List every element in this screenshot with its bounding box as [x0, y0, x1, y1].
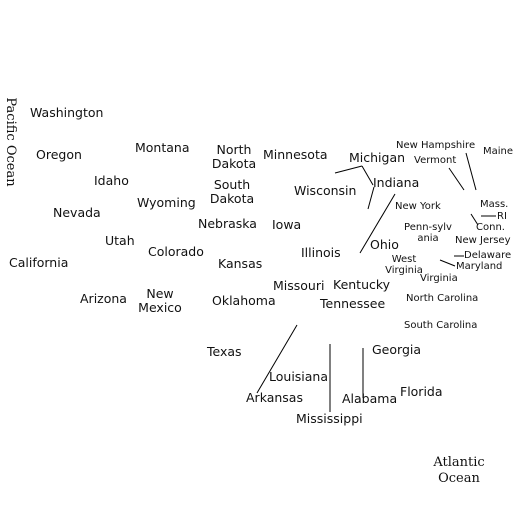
arkansas-leader-line: [256, 324, 298, 394]
oregon-label: Oregon: [36, 147, 82, 162]
new-jersey-label: New Jersey: [455, 235, 511, 246]
delaware-label: Delaware: [464, 250, 512, 261]
rhode-island-label: RI: [497, 211, 507, 222]
colorado-label: Colorado: [148, 244, 204, 259]
minnesota-label: Minnesota: [263, 147, 328, 162]
wisconsin-label: Wisconsin: [294, 183, 357, 198]
indiana-leader-line: [367, 186, 375, 210]
missouri-label: Missouri: [273, 278, 325, 293]
tennessee-label: Tennessee: [320, 296, 386, 311]
new-hampshire-leader-line: [465, 152, 477, 191]
michigan-leader-line: [361, 165, 374, 186]
pacific-ocean-label: Pacific Ocean: [3, 97, 18, 187]
new-hampshire-label: New Hampshire: [396, 140, 476, 151]
louisiana-label: Louisiana: [269, 369, 329, 384]
nebraska-label: Nebraska: [198, 216, 257, 231]
massachusetts-label: Mass.: [480, 199, 509, 210]
arizona-label: Arizona: [80, 291, 127, 306]
indiana-label: Indiana: [373, 175, 420, 190]
connecticut-label: Conn.: [476, 222, 505, 233]
texas-label: Texas: [207, 344, 242, 359]
maine-label: Maine: [483, 146, 514, 157]
vermont-leader-line: [448, 167, 465, 191]
south-dakota-label: South Dakota: [209, 177, 255, 206]
maryland-leader-line: [439, 259, 456, 267]
pennsylvania-label: Penn-sylvania: [404, 222, 452, 244]
montana-label: Montana: [135, 140, 190, 155]
michigan-leader-line: [334, 165, 363, 174]
idaho-label: Idaho: [94, 173, 129, 188]
wyoming-label: Wyoming: [137, 195, 196, 210]
iowa-label: Iowa: [272, 217, 302, 232]
kansas-label: Kansas: [218, 256, 263, 271]
west-virginia-label: West Virginia: [385, 254, 423, 276]
virginia-label: Virginia: [420, 273, 458, 284]
connecticut-leader-line: [470, 213, 479, 226]
illinois-label: Illinois: [301, 245, 341, 260]
new-mexico-label: New Mexico: [138, 286, 182, 315]
oklahoma-label: Oklahoma: [212, 293, 276, 308]
atlantic-ocean-label: Atlantic Ocean: [433, 455, 485, 486]
vermont-label: Vermont: [414, 155, 457, 166]
ohio-label: Ohio: [370, 237, 399, 252]
georgia-label: Georgia: [372, 342, 422, 357]
ohio-leader-line: [359, 193, 396, 254]
florida-label: Florida: [400, 384, 443, 399]
washington-label: Washington: [30, 105, 104, 120]
kentucky-label: Kentucky: [333, 277, 391, 292]
utah-label: Utah: [105, 233, 135, 248]
north-dakota-label: North Dakota: [211, 142, 257, 171]
mississippi-label: Mississippi: [296, 411, 363, 426]
alabama-label: Alabama: [342, 391, 398, 406]
arkansas-label: Arkansas: [246, 390, 303, 405]
south-carolina-label: South Carolina: [404, 320, 478, 331]
michigan-label: Michigan: [349, 150, 406, 165]
new-york-label: New York: [395, 201, 441, 212]
north-carolina-label: North Carolina: [406, 293, 479, 304]
nevada-label: Nevada: [53, 205, 101, 220]
maryland-label: Maryland: [456, 261, 503, 272]
california-label: California: [9, 255, 69, 270]
